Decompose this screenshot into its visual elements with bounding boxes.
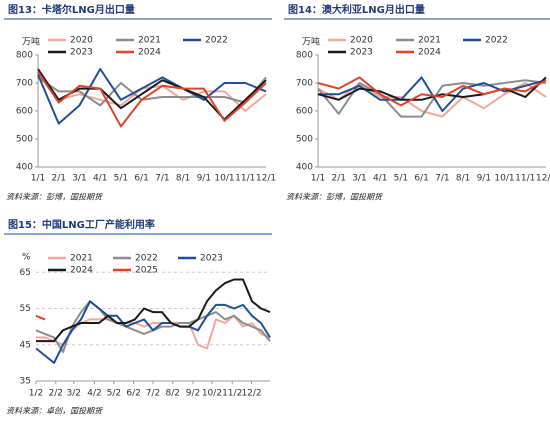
x-tick-label: 7/1 bbox=[435, 174, 449, 184]
x-tick-label: 12/2 bbox=[241, 389, 261, 399]
series-line bbox=[35, 314, 46, 321]
series-line bbox=[317, 82, 547, 118]
x-tick-label: 6/1 bbox=[134, 174, 148, 184]
series-line bbox=[37, 71, 267, 128]
x-tick-label: 2/1 bbox=[51, 174, 65, 184]
series-line bbox=[35, 300, 271, 364]
y-tick-label: 700 bbox=[16, 79, 33, 89]
x-tick-label: 6/2 bbox=[126, 389, 140, 399]
y-tick-label: 45 bbox=[20, 340, 31, 350]
x-tick-label: 8/1 bbox=[176, 174, 190, 184]
x-tick-label: 5/2 bbox=[107, 389, 121, 399]
legend-label: 2024 bbox=[138, 48, 161, 58]
chart-title: 图13：卡塔尔LNG月出口量 bbox=[8, 3, 135, 16]
x-tick-label: 11/2 bbox=[222, 389, 242, 399]
x-tick-label: 9/1 bbox=[197, 174, 211, 184]
y-tick-label: 35 bbox=[20, 377, 31, 387]
x-tick-label: 6/1 bbox=[414, 174, 428, 184]
x-tick-label: 8/2 bbox=[166, 389, 180, 399]
x-tick-label: 9/1 bbox=[477, 174, 491, 184]
y-tick-label: 800 bbox=[16, 51, 33, 61]
series-line bbox=[37, 68, 267, 125]
x-tick-label: 3/1 bbox=[352, 174, 366, 184]
x-tick-label: 8/1 bbox=[456, 174, 470, 184]
x-tick-label: 10/1 bbox=[214, 174, 234, 184]
y-tick-label: 55 bbox=[20, 304, 31, 314]
legend-label: 2021 bbox=[138, 36, 161, 46]
x-tick-label: 3/1 bbox=[72, 174, 86, 184]
legend-label: 2025 bbox=[135, 266, 158, 276]
legend-label: 2024 bbox=[70, 266, 93, 276]
x-tick-label: 11/1 bbox=[235, 174, 255, 184]
x-tick-label: 1/2 bbox=[29, 389, 43, 399]
x-tick-label: 4/1 bbox=[93, 174, 107, 184]
series-line bbox=[36, 278, 271, 343]
y-tick-label: 800 bbox=[296, 51, 313, 61]
series-line bbox=[37, 68, 267, 121]
x-tick-label: 12/1 bbox=[536, 174, 550, 184]
y-tick-label: 65 bbox=[20, 268, 31, 278]
legend-label: 2020 bbox=[350, 36, 373, 46]
x-tick-label: 9/2 bbox=[186, 389, 200, 399]
y-tick-label: 400 bbox=[16, 163, 33, 173]
x-tick-label: 2/1 bbox=[331, 174, 345, 184]
x-tick-label: 1/1 bbox=[311, 174, 325, 184]
legend-label: 2022 bbox=[485, 36, 508, 46]
legend-label: 2023 bbox=[200, 254, 223, 264]
x-tick-label: 5/1 bbox=[394, 174, 408, 184]
x-tick-label: 5/1 bbox=[114, 174, 128, 184]
y-unit: 万吨 bbox=[22, 36, 40, 48]
legend-label: 2022 bbox=[135, 254, 158, 264]
legend-label: 2021 bbox=[70, 254, 93, 264]
y-tick-label: 500 bbox=[296, 135, 313, 145]
legend-label: 2023 bbox=[350, 48, 373, 58]
legend-label: 2024 bbox=[418, 48, 441, 58]
x-tick-label: 4/1 bbox=[373, 174, 387, 184]
legend-label: 2023 bbox=[70, 48, 93, 58]
x-tick-label: 3/2 bbox=[67, 389, 81, 399]
y-tick-label: 700 bbox=[296, 79, 313, 89]
x-tick-label: 11/1 bbox=[515, 174, 535, 184]
chart-title: 图14：澳大利亚LNG月出口量 bbox=[288, 3, 425, 16]
series-line bbox=[317, 79, 547, 118]
legend-label: 2020 bbox=[70, 36, 93, 46]
x-tick-label: 10/2 bbox=[202, 389, 222, 399]
x-tick-label: 7/1 bbox=[155, 174, 169, 184]
y-tick-label: 500 bbox=[16, 135, 33, 145]
x-tick-label: 2/2 bbox=[49, 389, 63, 399]
source-note: 资料来源：卓创，国投期货 bbox=[6, 407, 103, 416]
series-line bbox=[317, 76, 547, 107]
y-tick-label: 600 bbox=[16, 107, 33, 117]
y-tick-label: 600 bbox=[296, 107, 313, 117]
legend-label: 2021 bbox=[418, 36, 441, 46]
legend-label: 2022 bbox=[205, 36, 228, 46]
x-tick-label: 4/2 bbox=[87, 389, 101, 399]
chart-title: 图15：中国LNG工厂产能利用率 bbox=[8, 218, 155, 231]
source-note: 资料来源：彭博，国投期货 bbox=[6, 193, 103, 202]
y-unit: 万吨 bbox=[302, 36, 320, 48]
y-unit: % bbox=[22, 253, 31, 263]
source-note: 资料来源：彭博，国投期货 bbox=[286, 193, 383, 202]
x-tick-label: 1/1 bbox=[31, 174, 45, 184]
x-tick-label: 10/1 bbox=[494, 174, 514, 184]
y-tick-label: 400 bbox=[296, 163, 313, 173]
x-tick-label: 7/2 bbox=[146, 389, 160, 399]
x-tick-label: 12/1 bbox=[256, 174, 276, 184]
